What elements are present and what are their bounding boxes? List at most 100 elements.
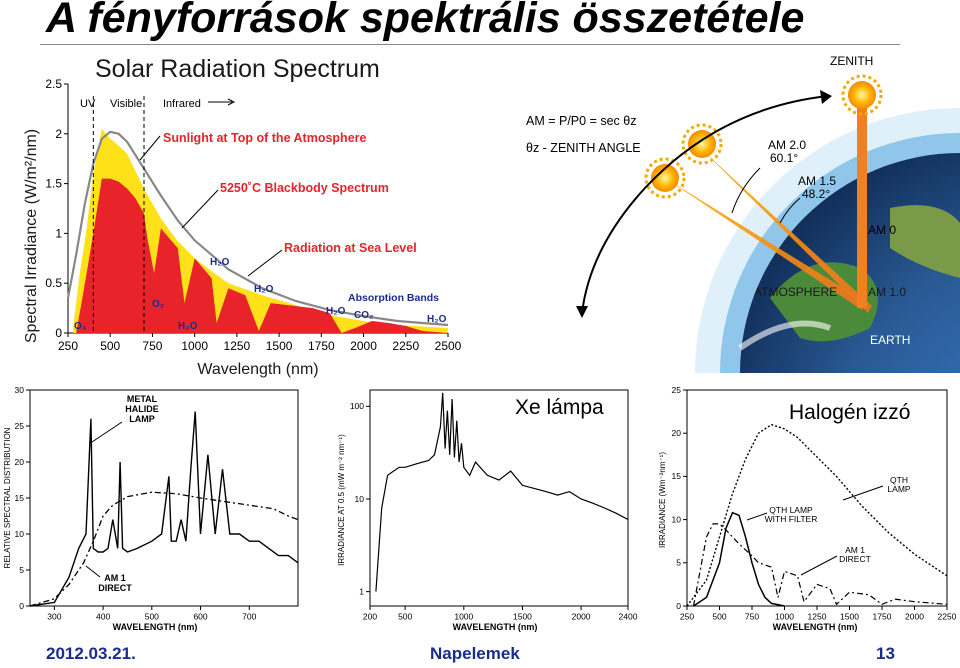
metal-y-axis-label: RELATIVE SPECTRAL DISTRIBUTION [3, 427, 12, 568]
y-tick-label: 2.5 [45, 77, 62, 91]
x-tick-label: 300 [47, 612, 61, 622]
metal-am1-direct: DIRECT [98, 583, 132, 593]
y-tick-label: 1 [55, 226, 62, 240]
sun-am15-icon [644, 157, 686, 199]
x-tick-label: 200 [363, 612, 377, 622]
top-atmosphere-label: Sunlight at Top of the Atmosphere [163, 131, 367, 145]
x-tick-label: 2500 [435, 339, 462, 353]
y-tick-label: 30 [15, 385, 25, 395]
am15-beam [665, 178, 866, 310]
x-tick-label: 400 [96, 612, 110, 622]
hal-am1-direct: DIRECT [839, 554, 871, 564]
y-tick-label: 20 [15, 457, 25, 467]
top-atmosphere-pointer [139, 135, 161, 161]
visible-band-label: Visible [110, 98, 142, 110]
x-tick-label: 1000 [775, 612, 794, 622]
x-tick-label: 600 [193, 612, 207, 622]
metal-am1-label: AM 1 [104, 573, 126, 583]
infrared-arrowhead-icon [227, 98, 236, 106]
y-tick-label: 10 [355, 494, 365, 504]
y-tick-label: 20 [672, 428, 682, 438]
air-mass-diagram: ZENITH AM = P/P0 = sec θz θz - ZENITH AN… [526, 54, 960, 373]
gas-h2o-label-3: H₂O [254, 284, 274, 295]
am20-angle: 60.1° [770, 151, 798, 165]
gas-o3-label: O₃ [74, 321, 87, 332]
x-tick-label: 1000 [454, 612, 473, 622]
x-tick-label: 2250 [938, 612, 957, 622]
x-tick-label: 250 [680, 612, 694, 622]
page-title: A fényforrások spektrális összetétele [46, 0, 805, 42]
sea-level-pointer [247, 249, 283, 277]
y-tick-label: 5 [676, 558, 681, 568]
hal-filter-pointer [746, 512, 768, 521]
x-tick-label: 2250 [392, 339, 419, 353]
gas-h2o-label-2: H₂O [210, 257, 230, 268]
x-tick-label: 2000 [572, 612, 591, 622]
xe-y-axis-label: IRRADIANCE AT 0.5 (mW m⁻² nm⁻¹) [337, 434, 346, 566]
y-tick-label: 1.5 [45, 177, 62, 191]
plot-frame [369, 389, 629, 607]
hal-x-axis-label: WAVELENGTH (nm) [773, 622, 858, 632]
sea-level-label: Radiation at Sea Level [284, 241, 417, 255]
solar-y-axis-label: Spectral Irradiance (W/m²/nm) [23, 129, 40, 343]
hal-am1-pointer [800, 555, 838, 576]
metal-x-axis-label: WAVELENGTH (nm) [113, 622, 198, 632]
am1-direct-line [692, 523, 948, 607]
gas-co2-label: CO₂ [354, 310, 373, 321]
blackbody-pointer [181, 189, 219, 229]
sun-path-arc [581, 95, 829, 314]
x-tick-label: 500 [712, 612, 726, 622]
metal-lamp-label-1: METAL [127, 394, 158, 404]
hal-filter-label: QTH LAMP [769, 505, 813, 515]
y-tick-label: 2 [55, 127, 62, 141]
x-tick-label: 2000 [350, 339, 377, 353]
y-tick-label: 0 [676, 601, 681, 611]
am15-label: AM 1.5 [798, 174, 836, 188]
x-tick-label: 250 [58, 339, 78, 353]
blackbody-curve [66, 130, 449, 327]
footer-page-number: 13 [876, 644, 895, 663]
am1-direct-line [29, 491, 299, 607]
zenith-angle-label: θz - ZENITH ANGLE [526, 141, 641, 155]
y-tick-label: 15 [15, 493, 25, 503]
gas-h2o-label-1: H₂O [178, 321, 198, 332]
metal-am1-pointer [85, 565, 101, 578]
am20-label: AM 2.0 [768, 138, 806, 152]
x-tick-label: 500 [145, 612, 159, 622]
earth-landmass-2 [890, 205, 960, 278]
metal-lamp-pointer [91, 421, 123, 443]
gas-o2-label: O₂ [152, 299, 164, 310]
y-tick-label: 0 [55, 326, 62, 340]
x-tick-label: 2000 [905, 612, 924, 622]
metal-halide-line [29, 411, 299, 607]
xe-title: Xe lámpa [515, 396, 604, 419]
air-mass-formula: AM = P/P0 = sec θz [526, 114, 636, 128]
qth-lamp-line [686, 423, 948, 607]
x-tick-label: 500 [398, 612, 412, 622]
x-tick-label: 1500 [266, 339, 293, 353]
sea-level-area [76, 178, 449, 333]
infrared-band-label: Infrared [163, 98, 201, 110]
hal-am1-label: AM 1 [845, 545, 865, 555]
xe-lamp-chart: Xe lámpa IRRADIANCE AT 0.5 (mW m⁻² nm⁻¹)… [337, 389, 638, 632]
y-tick-label: 5 [19, 565, 24, 575]
am0-label: AM 0 [868, 223, 896, 237]
y-tick-label: 100 [350, 401, 364, 411]
x-tick-label: 1000 [181, 339, 208, 353]
halogen-chart: Halogén izzó IRRADIANCE (Wm⁻²nm⁻¹) WAVEL… [658, 385, 957, 632]
x-tick-label: 1750 [873, 612, 892, 622]
am10-label: AM 1.0 [868, 285, 906, 299]
sun-path-arrowhead-icon [820, 90, 832, 104]
am15-angle-arc [779, 197, 801, 224]
absorption-bands-label: Absorption Bands [348, 292, 439, 304]
hal-qth-label: QTH [890, 475, 908, 485]
y-tick-label: 0.5 [45, 276, 62, 290]
footer-title: Napelemek [430, 644, 520, 663]
solar-x-axis-label: Wavelength (nm) [197, 361, 318, 378]
sun-path-arrowhead-bottom-icon [576, 306, 588, 318]
blackbody-label: 5250˚C Blackbody Spectrum [220, 181, 389, 195]
zenith-label: ZENITH [830, 54, 873, 68]
y-tick-label: 25 [672, 385, 682, 395]
x-tick-label: 1500 [840, 612, 859, 622]
hal-qth-pointer [842, 485, 884, 501]
